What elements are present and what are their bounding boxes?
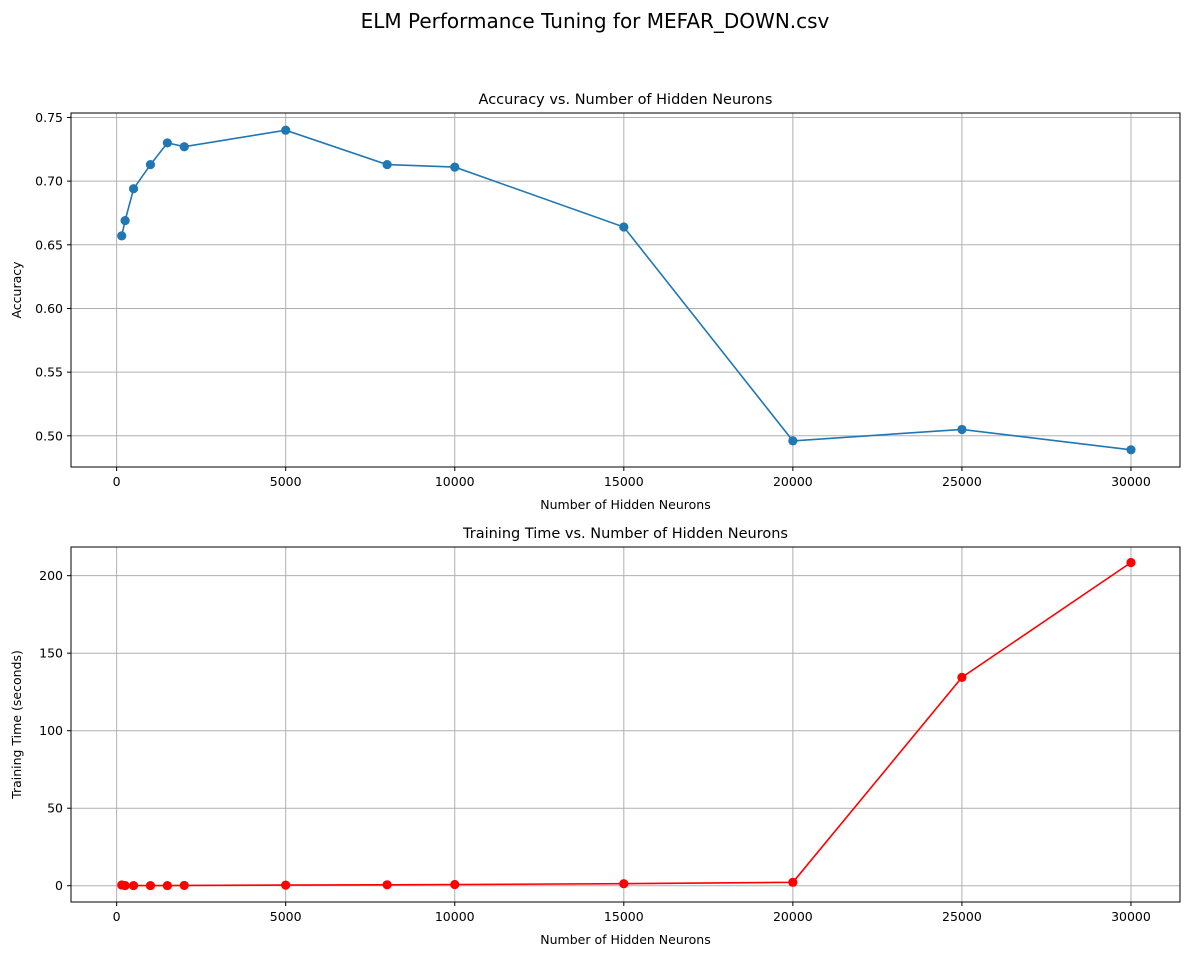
training-time-chart: 0 5000 10000 15000 20000 25000 30000 0 50 100 150 2… — [9, 526, 1181, 947]
accuracy-data-point — [145, 159, 156, 170]
training-time-chart-title: Training Time vs. Number of Hidden Neuro… — [462, 526, 788, 542]
training-time-x-axis-label: Number of Hidden Neurons — [540, 932, 710, 947]
training-time-y-tick-label: 50 — [47, 801, 63, 816]
training-time-data-point — [957, 672, 967, 682]
training-time-y-tick-label: 100 — [39, 723, 63, 738]
accuracy-y-tick-label: 0.55 — [35, 365, 63, 380]
accuracy-y-tick-label: 0.60 — [35, 301, 63, 316]
training-time-y-axis-label: Training Time (seconds) — [9, 650, 24, 800]
accuracy-data-point — [957, 424, 967, 435]
accuracy-data-point — [281, 125, 291, 135]
accuracy-data-point — [162, 138, 172, 148]
accuracy-y-tick-label: 0.50 — [35, 428, 63, 443]
accuracy-data-point — [179, 142, 189, 152]
accuracy-x-tick-label: 15000 — [604, 474, 644, 489]
training-time-data-point — [281, 880, 291, 890]
accuracy-data-point — [450, 162, 460, 172]
accuracy-chart: 0 5000 10000 15000 20000 25000 30000 0.50 0.55 0.… — [9, 92, 1181, 512]
accuracy-data-point — [1126, 445, 1136, 455]
accuracy-chart-title: Accuracy vs. Number of Hidden Neurons — [479, 92, 773, 108]
training-time-y-tick-label: 150 — [39, 646, 63, 661]
training-time-x-tick-label: 10000 — [435, 909, 475, 924]
training-time-x-tick-label: 20000 — [773, 909, 813, 924]
accuracy-data-point — [619, 222, 629, 232]
accuracy-data-point — [382, 159, 392, 170]
accuracy-data-point — [120, 216, 130, 226]
accuracy-data-point — [128, 184, 139, 194]
accuracy-plot-frame — [70, 112, 1181, 468]
training-time-data-point — [788, 877, 798, 887]
training-time-data-point — [128, 880, 139, 891]
training-time-data-point — [619, 879, 629, 889]
accuracy-data-point — [117, 231, 127, 241]
accuracy-line — [120, 129, 1132, 451]
training-time-plot-frame — [70, 546, 1181, 903]
training-time-x-tick-label: 5000 — [270, 909, 302, 924]
training-time-data-point — [120, 880, 130, 891]
training-time-data-point — [382, 880, 392, 890]
training-time-line — [121, 561, 1132, 887]
accuracy-x-tick-label: 5000 — [270, 474, 302, 489]
training-time-x-tick-label: 25000 — [942, 909, 982, 924]
training-time-x-tick-label: 0 — [113, 909, 121, 924]
figure-suptitle: ELM Performance Tuning for MEFAR_DOWN.cs… — [361, 9, 830, 33]
accuracy-data-point — [788, 436, 798, 446]
training-time-y-tick-label: 200 — [39, 568, 63, 583]
accuracy-x-tick-label: 30000 — [1111, 474, 1151, 489]
training-time-data-point — [145, 880, 156, 891]
accuracy-x-axis-label: Number of Hidden Neurons — [540, 497, 710, 512]
training-time-y-tick-label: 0 — [55, 878, 63, 893]
accuracy-y-tick-label: 0.65 — [35, 237, 63, 252]
training-time-data-point — [450, 879, 460, 890]
training-time-data-point — [179, 880, 189, 891]
training-time-data-point — [162, 880, 172, 891]
accuracy-y-tick-label: 0.70 — [35, 174, 63, 189]
accuracy-x-tick-label: 0 — [113, 474, 121, 489]
accuracy-x-tick-label: 25000 — [942, 474, 982, 489]
accuracy-y-axis-label: Accuracy — [9, 261, 24, 319]
accuracy-x-tick-label: 10000 — [435, 474, 475, 489]
training-time-x-tick-label: 30000 — [1111, 909, 1151, 924]
accuracy-x-tick-label: 20000 — [773, 474, 813, 489]
training-time-x-tick-label: 15000 — [604, 909, 644, 924]
accuracy-y-tick-label: 0.75 — [35, 110, 63, 125]
training-time-data-point — [1126, 557, 1136, 568]
